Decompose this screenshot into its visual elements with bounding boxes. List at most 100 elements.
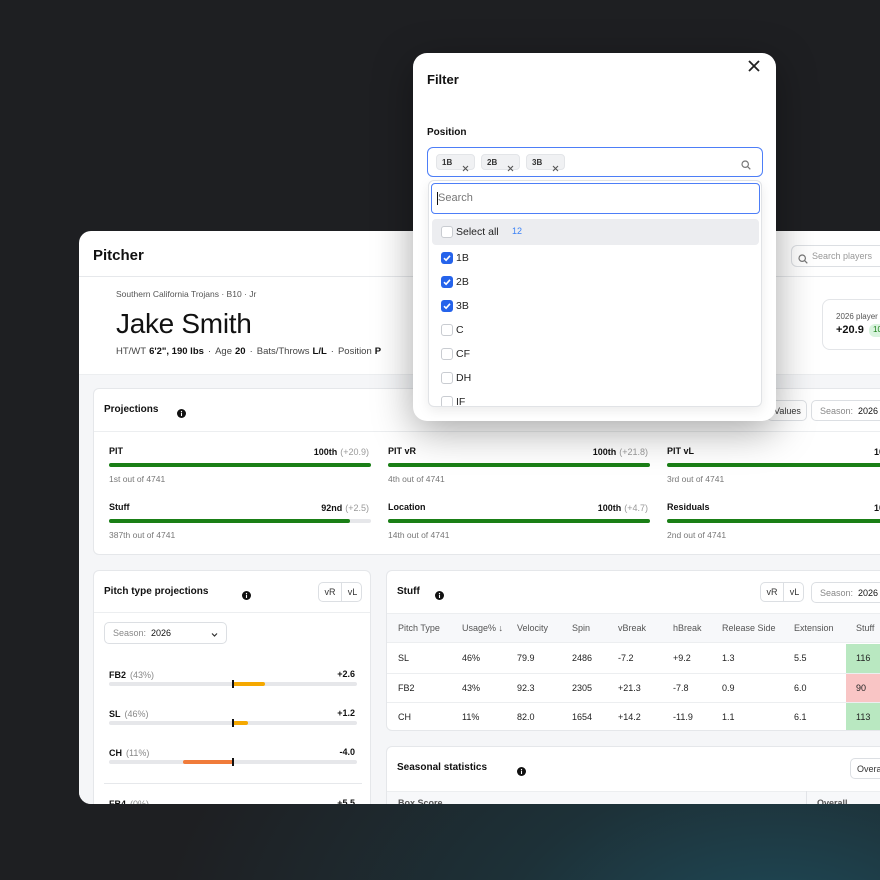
option-search[interactable]: Search	[431, 183, 760, 214]
panel-title: Projections	[104, 404, 159, 415]
select-all-row[interactable]: Select all 12	[432, 219, 759, 245]
table-cell: 46%	[462, 653, 481, 663]
table-cell: 1.3	[722, 653, 735, 663]
chevron	[211, 630, 218, 640]
toggle-option[interactable]: vL	[341, 583, 363, 601]
stuff-cell-bg	[846, 673, 880, 702]
metric-bar	[388, 519, 650, 523]
table-cell: 92.3	[517, 682, 535, 693]
percentile-label: 100th	[597, 503, 622, 513]
toggle-option[interactable]: vR	[766, 587, 778, 597]
metric-percentile: 100th (+21.8)	[593, 447, 648, 457]
pitch-usage: (43%)	[130, 670, 155, 680]
percentile-label: 100th	[592, 447, 617, 457]
option-row[interactable]: 1B	[432, 247, 759, 269]
checkbox[interactable]	[441, 276, 453, 288]
option-row[interactable]: 3B	[432, 295, 759, 317]
row-divider	[387, 702, 880, 703]
summary-badge: 10	[869, 324, 880, 337]
season-value: 2026	[858, 406, 879, 416]
season-label: Season:	[820, 588, 854, 598]
pitch-bar	[233, 682, 266, 686]
season-label: Season:	[820, 406, 854, 416]
checkbox[interactable]	[441, 300, 453, 312]
checkbox[interactable]	[441, 252, 453, 264]
selected-chip: 2B	[481, 154, 520, 172]
percentile-label: 100th	[313, 447, 338, 457]
checkbox[interactable]	[441, 226, 453, 238]
pitch-label: SL (46%)	[109, 709, 149, 719]
season-value: 2026	[858, 588, 879, 598]
table-cell: -7.2	[618, 653, 634, 663]
stuff-cell-bg	[846, 644, 880, 673]
season-value: 2026	[151, 628, 172, 638]
panel-title: Stuff	[397, 586, 420, 597]
option-row[interactable]: IF	[432, 391, 759, 406]
split-toggle: vR vL	[318, 582, 362, 602]
search-icon	[741, 157, 751, 175]
row-divider	[104, 783, 362, 784]
detail-label: Position	[337, 346, 372, 357]
season-select[interactable]: Season: 2026	[811, 582, 880, 603]
metric-name: Stuff	[109, 502, 130, 512]
checkbox[interactable]	[441, 396, 453, 406]
metric-name: PIT vR	[388, 446, 417, 456]
pitch-name: FB2	[109, 670, 127, 680]
close-button[interactable]	[747, 59, 761, 78]
pitch-bar	[183, 760, 233, 764]
chip-remove[interactable]	[552, 159, 559, 177]
checkbox[interactable]	[441, 324, 453, 336]
position-input[interactable]: 1B 2B 3B	[427, 147, 763, 177]
metric-name: Residuals	[667, 502, 710, 512]
checkbox[interactable]	[441, 372, 453, 384]
option-row[interactable]: DH	[432, 367, 759, 389]
caret	[437, 192, 438, 205]
info-icon	[434, 587, 444, 605]
checkbox[interactable]	[441, 348, 453, 360]
overall-button[interactable]: Overall	[850, 758, 880, 779]
overall-label: Overall	[857, 764, 880, 774]
table-cell: -11.9	[673, 712, 693, 722]
info-icon	[241, 587, 251, 605]
season-select[interactable]: Season: 2026	[811, 400, 880, 421]
toggle-option[interactable]: vR	[324, 587, 336, 597]
column-header: Velocity	[517, 623, 549, 633]
option-row[interactable]: CF	[432, 343, 759, 365]
search-icon	[798, 251, 808, 269]
table-cell: 0.9	[722, 682, 735, 693]
season-select[interactable]: Season: 2026	[104, 622, 227, 644]
table-cell: 1654	[572, 712, 593, 722]
chip-remove[interactable]	[462, 159, 469, 177]
table-cell: 116	[856, 653, 871, 663]
column-header: Usage% ↓	[462, 623, 504, 633]
stuff-panel: Stuff vR vL Season: 2026 Pitch Type Usage% ↓ Ve…	[386, 570, 880, 731]
metric-rank: 3rd out of 4741	[667, 474, 725, 484]
search-placeholder: Search	[438, 192, 473, 204]
player-search[interactable]: Search players	[791, 245, 880, 267]
stuff-cell-bg	[846, 703, 880, 730]
percentile-delta: (+4.7)	[624, 503, 648, 513]
zero-marker	[232, 719, 234, 727]
separator: ·	[330, 346, 334, 357]
option-label: 3B	[456, 300, 469, 312]
modal-title: Filter	[427, 72, 459, 87]
column-header: Pitch Type	[398, 623, 440, 633]
table-cell: 2305	[572, 682, 593, 693]
metric-name: PIT	[109, 446, 124, 456]
metric-rank: 1st out of 4741	[109, 474, 166, 484]
toggle-option[interactable]: vL	[783, 583, 805, 601]
filter-modal: Filter Position 1B 2B 3B Search Select all 12 1B…	[413, 53, 776, 421]
detail-label: Bats/Throws	[256, 346, 310, 357]
chip-remove[interactable]	[507, 159, 514, 177]
pitch-usage: (46%)	[124, 709, 149, 719]
info-icon	[176, 405, 186, 423]
option-row[interactable]: C	[432, 319, 759, 341]
detail-value: P	[374, 346, 382, 357]
field-label: Position	[427, 127, 467, 138]
table-cell: 6.1	[794, 712, 807, 722]
chip-label: 3B	[532, 158, 543, 167]
option-row[interactable]: 2B	[432, 271, 759, 293]
column-header: Extension	[794, 623, 834, 633]
metric-name: Location	[388, 502, 426, 512]
column-header: hBreak	[673, 623, 702, 633]
